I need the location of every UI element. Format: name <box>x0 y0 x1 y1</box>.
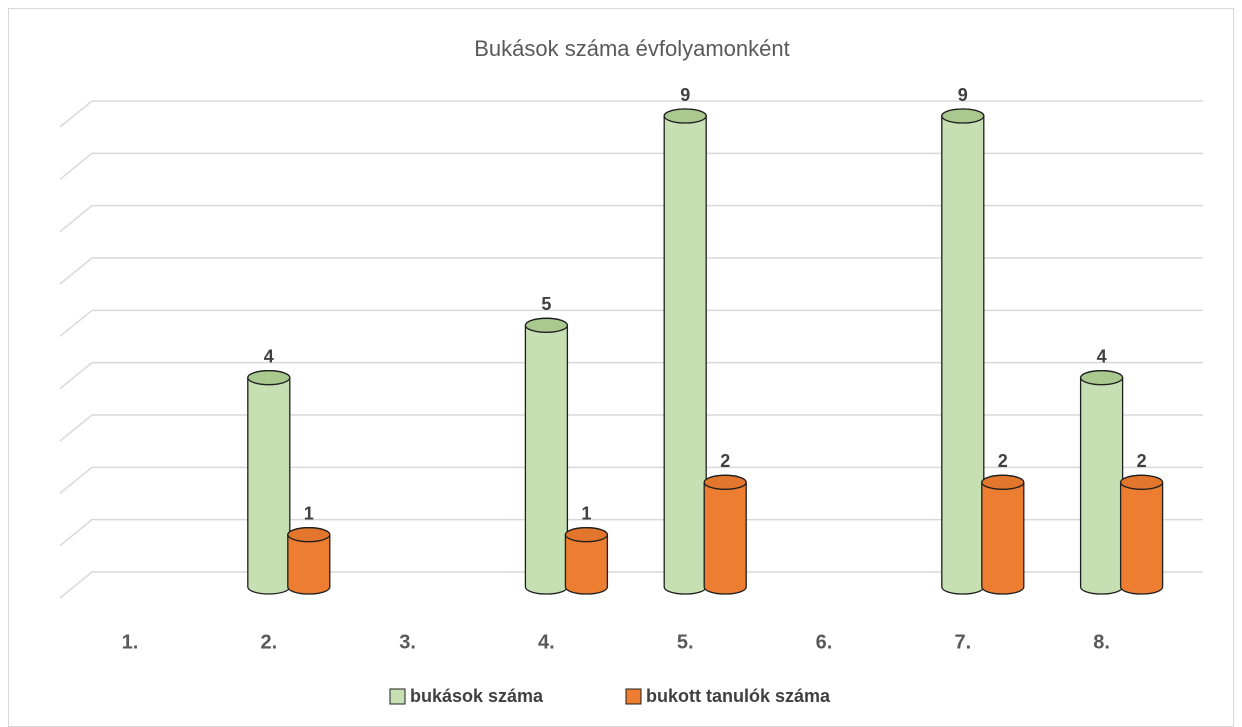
bar-top <box>981 474 1025 490</box>
bar <box>663 108 707 595</box>
legend-label: bukott tanulók száma <box>646 686 831 706</box>
grid-line <box>59 414 1203 442</box>
bar-top <box>1079 370 1124 386</box>
data-label: 2 <box>1137 451 1147 471</box>
chart-title: Bukások száma évfolyamonként <box>474 36 790 61</box>
bar <box>1119 474 1164 595</box>
bar <box>524 317 569 595</box>
legend-swatch <box>625 688 642 705</box>
x-tick-label: 6. <box>816 631 833 653</box>
grid-line <box>59 466 1203 494</box>
data-label: 5 <box>541 294 551 314</box>
x-tick-label: 8. <box>1093 631 1110 653</box>
data-label: 4 <box>1097 346 1107 366</box>
bar <box>703 474 747 595</box>
data-label: 1 <box>581 503 591 523</box>
grid-line <box>59 361 1203 390</box>
grid-line <box>59 152 1203 180</box>
bar-top <box>941 108 985 124</box>
grid-line <box>59 100 1203 128</box>
grid-line <box>59 571 1203 599</box>
x-tick-label: 4. <box>538 631 555 653</box>
legend-label: bukások száma <box>410 686 544 706</box>
x-tick-label: 3. <box>399 631 416 653</box>
grid-line <box>59 309 1203 337</box>
bar-top <box>247 370 291 386</box>
x-tick-label: 7. <box>954 631 971 653</box>
bar-top <box>663 108 707 124</box>
data-label: 2 <box>998 451 1008 471</box>
bar-top <box>703 474 747 490</box>
legend-swatch <box>389 688 406 705</box>
bar <box>247 370 291 595</box>
grid-line <box>59 257 1203 285</box>
data-label: 2 <box>720 451 730 471</box>
x-tick-label: 2. <box>260 631 277 653</box>
chart-border <box>8 8 1234 727</box>
bar-top <box>524 317 569 333</box>
data-label: 1 <box>304 503 314 523</box>
grid-line <box>59 204 1203 233</box>
bar <box>981 474 1025 595</box>
data-label: 9 <box>680 85 690 105</box>
grid-line <box>59 518 1203 547</box>
x-tick-label: 1. <box>122 631 139 653</box>
bar-top <box>1119 474 1164 490</box>
data-label: 4 <box>264 346 274 366</box>
bar-top <box>564 527 609 543</box>
bar <box>1079 370 1124 595</box>
x-tick-label: 5. <box>677 631 694 653</box>
data-label: 9 <box>958 85 968 105</box>
bar-top <box>287 527 331 543</box>
bar <box>941 108 985 595</box>
